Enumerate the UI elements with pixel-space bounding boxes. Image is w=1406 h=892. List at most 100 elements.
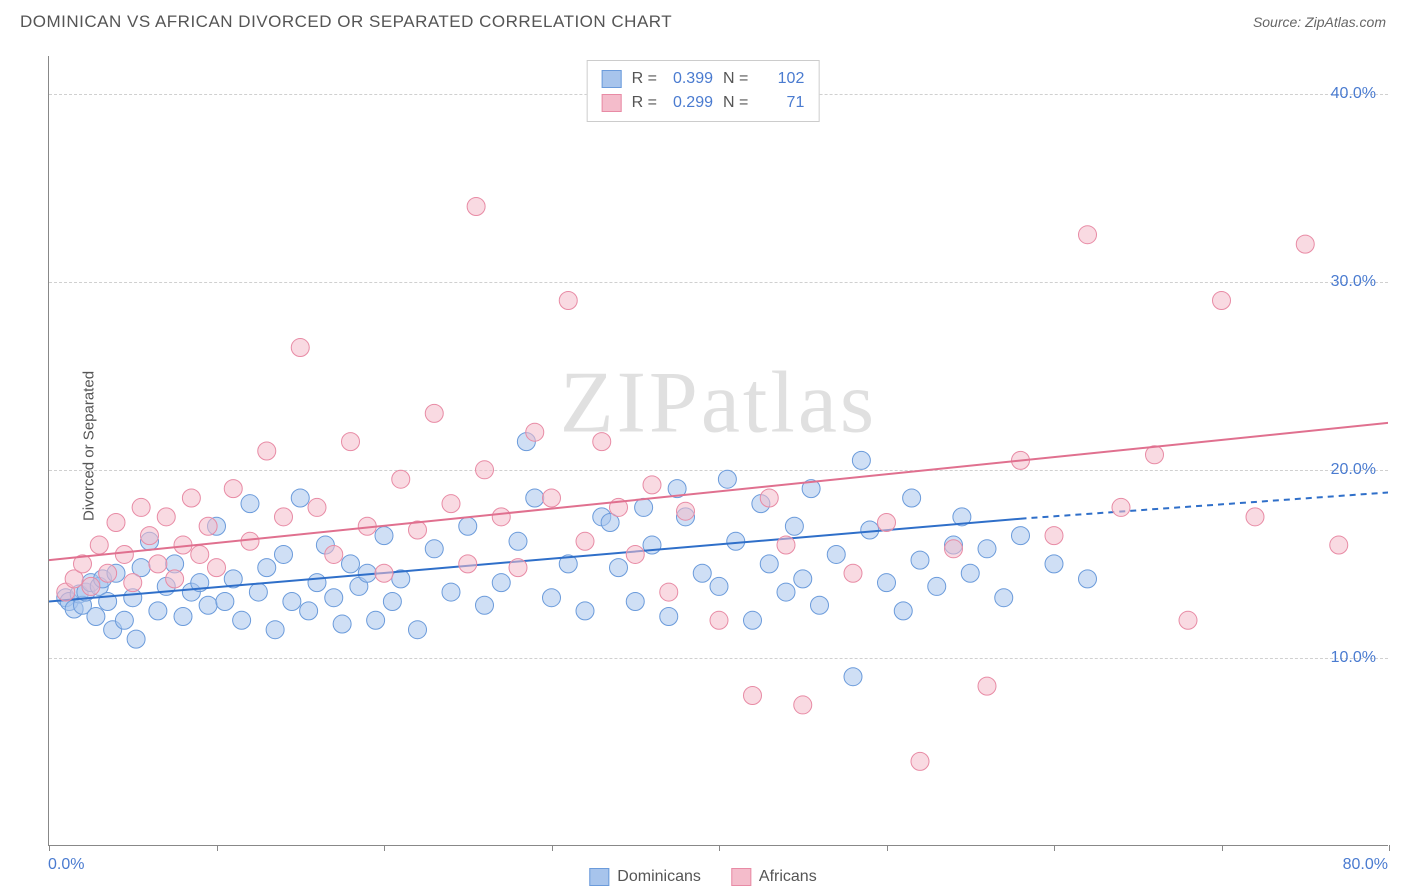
x-tick [384, 845, 385, 851]
trend-line-dashed [1021, 492, 1389, 518]
data-point [610, 559, 628, 577]
data-point [492, 574, 510, 592]
data-point [476, 461, 494, 479]
data-point [367, 611, 385, 629]
data-point [325, 589, 343, 607]
data-point [266, 621, 284, 639]
data-point [115, 545, 133, 563]
data-point [928, 577, 946, 595]
data-point [233, 611, 251, 629]
data-point [794, 696, 812, 714]
data-point [861, 521, 879, 539]
scatter-svg [49, 56, 1388, 845]
chart-plot-area: ZIPatlas 10.0%20.0%30.0%40.0% [48, 56, 1388, 846]
data-point [308, 498, 326, 516]
data-point [291, 489, 309, 507]
data-point [811, 596, 829, 614]
data-point [82, 577, 100, 595]
data-point [878, 574, 896, 592]
data-point [115, 611, 133, 629]
legend-r-value: 0.299 [667, 91, 713, 115]
data-point [141, 527, 159, 545]
data-point [467, 197, 485, 215]
data-point [216, 592, 234, 610]
x-tick [719, 845, 720, 851]
legend-r-value: 0.399 [667, 67, 713, 91]
legend-n-label: N = [723, 67, 748, 91]
data-point [1045, 527, 1063, 545]
data-point [576, 602, 594, 620]
data-point [249, 583, 267, 601]
data-point [543, 489, 561, 507]
legend-row: R = 0.299 N = 71 [602, 91, 805, 115]
data-point [777, 583, 795, 601]
data-point [476, 596, 494, 614]
chart-header: DOMINICAN VS AFRICAN DIVORCED OR SEPARAT… [0, 0, 1406, 40]
data-point [777, 536, 795, 554]
data-point [1112, 498, 1130, 516]
data-point [333, 615, 351, 633]
x-tick [1054, 845, 1055, 851]
legend-n-label: N = [723, 91, 748, 115]
series-legend: DominicansAfricans [589, 868, 816, 886]
data-point [208, 559, 226, 577]
data-point [375, 564, 393, 582]
data-point [275, 545, 293, 563]
data-point [107, 513, 125, 531]
legend-n-value: 102 [758, 67, 804, 91]
data-point [383, 592, 401, 610]
data-point [710, 611, 728, 629]
data-point [827, 545, 845, 563]
data-point [241, 532, 259, 550]
x-tick [1222, 845, 1223, 851]
x-tick [887, 845, 888, 851]
data-point [660, 583, 678, 601]
legend-label: Dominicans [617, 868, 701, 886]
data-point [643, 476, 661, 494]
data-point [911, 551, 929, 569]
legend-n-value: 71 [758, 91, 804, 115]
legend-swatch [589, 868, 609, 886]
data-point [258, 559, 276, 577]
data-point [1079, 570, 1097, 588]
data-point [1296, 235, 1314, 253]
data-point [425, 404, 443, 422]
data-point [342, 433, 360, 451]
data-point [693, 564, 711, 582]
source-label: Source: ZipAtlas.com [1253, 14, 1386, 30]
data-point [182, 489, 200, 507]
data-point [878, 513, 896, 531]
data-point [903, 489, 921, 507]
data-point [978, 677, 996, 695]
legend-item: Dominicans [589, 868, 701, 886]
x-tick [1389, 845, 1390, 851]
data-point [425, 540, 443, 558]
chart-title: DOMINICAN VS AFRICAN DIVORCED OR SEPARAT… [20, 12, 672, 32]
data-point [844, 668, 862, 686]
legend-swatch [602, 94, 622, 112]
data-point [727, 532, 745, 550]
data-point [224, 480, 242, 498]
data-point [258, 442, 276, 460]
data-point [191, 545, 209, 563]
data-point [760, 555, 778, 573]
data-point [559, 292, 577, 310]
data-point [945, 540, 963, 558]
data-point [275, 508, 293, 526]
data-point [300, 602, 318, 620]
data-point [325, 545, 343, 563]
data-point [978, 540, 996, 558]
legend-swatch [731, 868, 751, 886]
data-point [1012, 527, 1030, 545]
x-tick-label: 80.0% [1343, 856, 1388, 874]
data-point [1179, 611, 1197, 629]
data-point [1079, 226, 1097, 244]
legend-r-label: R = [632, 91, 657, 115]
data-point [626, 545, 644, 563]
data-point [157, 508, 175, 526]
data-point [124, 574, 142, 592]
data-point [509, 559, 527, 577]
data-point [442, 583, 460, 601]
data-point [509, 532, 527, 550]
data-point [744, 611, 762, 629]
